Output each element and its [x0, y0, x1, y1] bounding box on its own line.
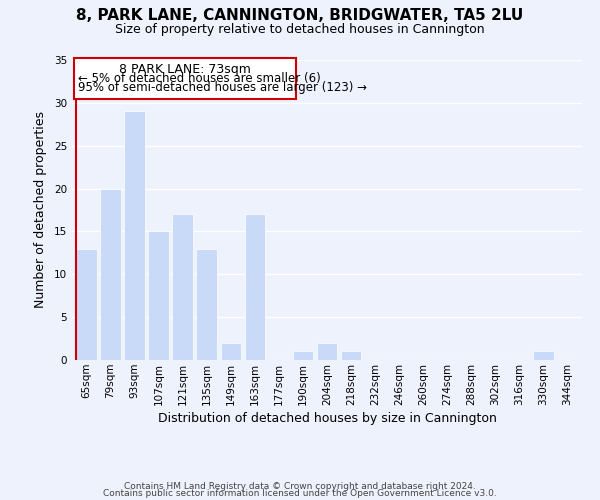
Text: Contains public sector information licensed under the Open Government Licence v3: Contains public sector information licen…	[103, 490, 497, 498]
Bar	[100, 188, 121, 360]
Bar	[533, 352, 554, 360]
Bar	[221, 343, 241, 360]
Bar	[172, 214, 193, 360]
Text: Size of property relative to detached houses in Cannington: Size of property relative to detached ho…	[115, 22, 485, 36]
Text: Contains HM Land Registry data © Crown copyright and database right 2024.: Contains HM Land Registry data © Crown c…	[124, 482, 476, 491]
Text: 8, PARK LANE, CANNINGTON, BRIDGWATER, TA5 2LU: 8, PARK LANE, CANNINGTON, BRIDGWATER, TA…	[76, 8, 524, 22]
Bar	[317, 343, 337, 360]
Bar	[124, 112, 145, 360]
Y-axis label: Number of detached properties: Number of detached properties	[34, 112, 47, 308]
X-axis label: Distribution of detached houses by size in Cannington: Distribution of detached houses by size …	[158, 412, 496, 425]
Text: 95% of semi-detached houses are larger (123) →: 95% of semi-detached houses are larger (…	[78, 81, 367, 94]
Bar	[245, 214, 265, 360]
Bar	[74, 58, 296, 98]
Bar	[293, 352, 313, 360]
Bar	[76, 248, 97, 360]
Bar	[341, 352, 361, 360]
Text: ← 5% of detached houses are smaller (6): ← 5% of detached houses are smaller (6)	[78, 72, 321, 85]
Bar	[148, 232, 169, 360]
Text: 8 PARK LANE: 73sqm: 8 PARK LANE: 73sqm	[119, 63, 251, 76]
Bar	[196, 248, 217, 360]
